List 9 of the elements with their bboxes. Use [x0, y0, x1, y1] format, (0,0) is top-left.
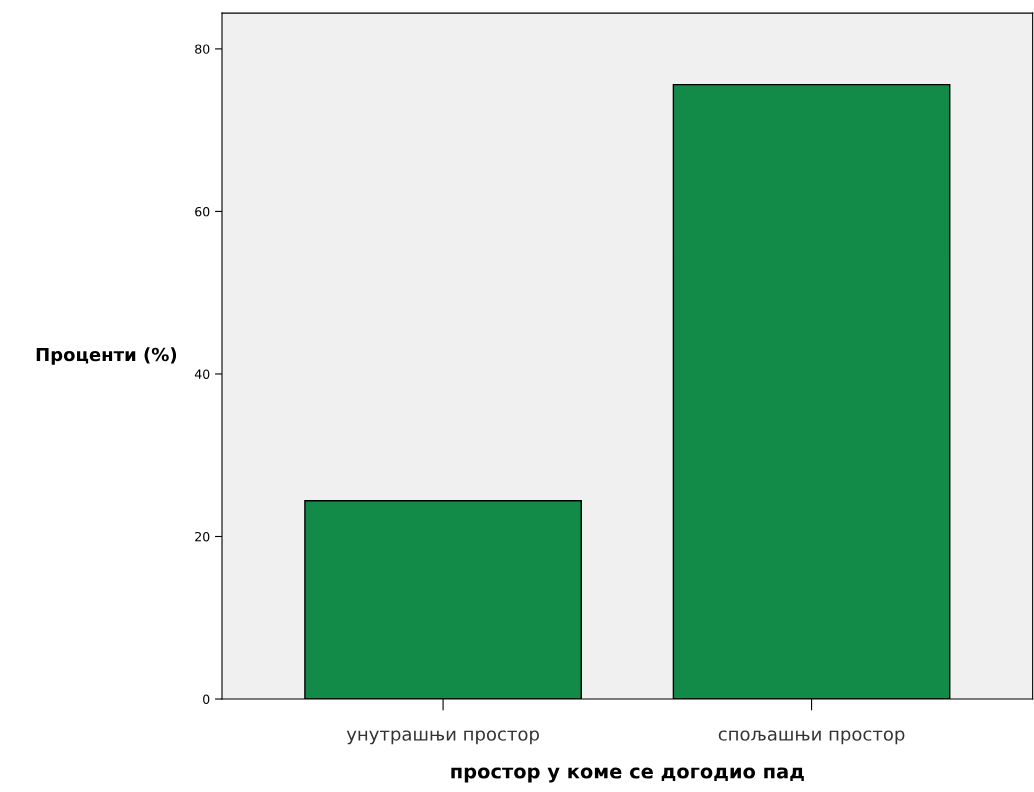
y-tick-label: 80	[195, 44, 210, 54]
x-axis-title: простор у коме се догодио пад	[451, 767, 804, 783]
y-axis-title: Проценти (%)	[36, 347, 177, 365]
x-tick-label: унутрашњи простор	[346, 730, 539, 745]
y-tick-label: 0	[203, 694, 210, 704]
y-tick-label: 20	[195, 531, 210, 542]
y-tick-label: 40	[194, 369, 210, 379]
x-tick-label: спољашњи простор	[718, 730, 905, 745]
y-tick-label: 60	[195, 206, 210, 217]
